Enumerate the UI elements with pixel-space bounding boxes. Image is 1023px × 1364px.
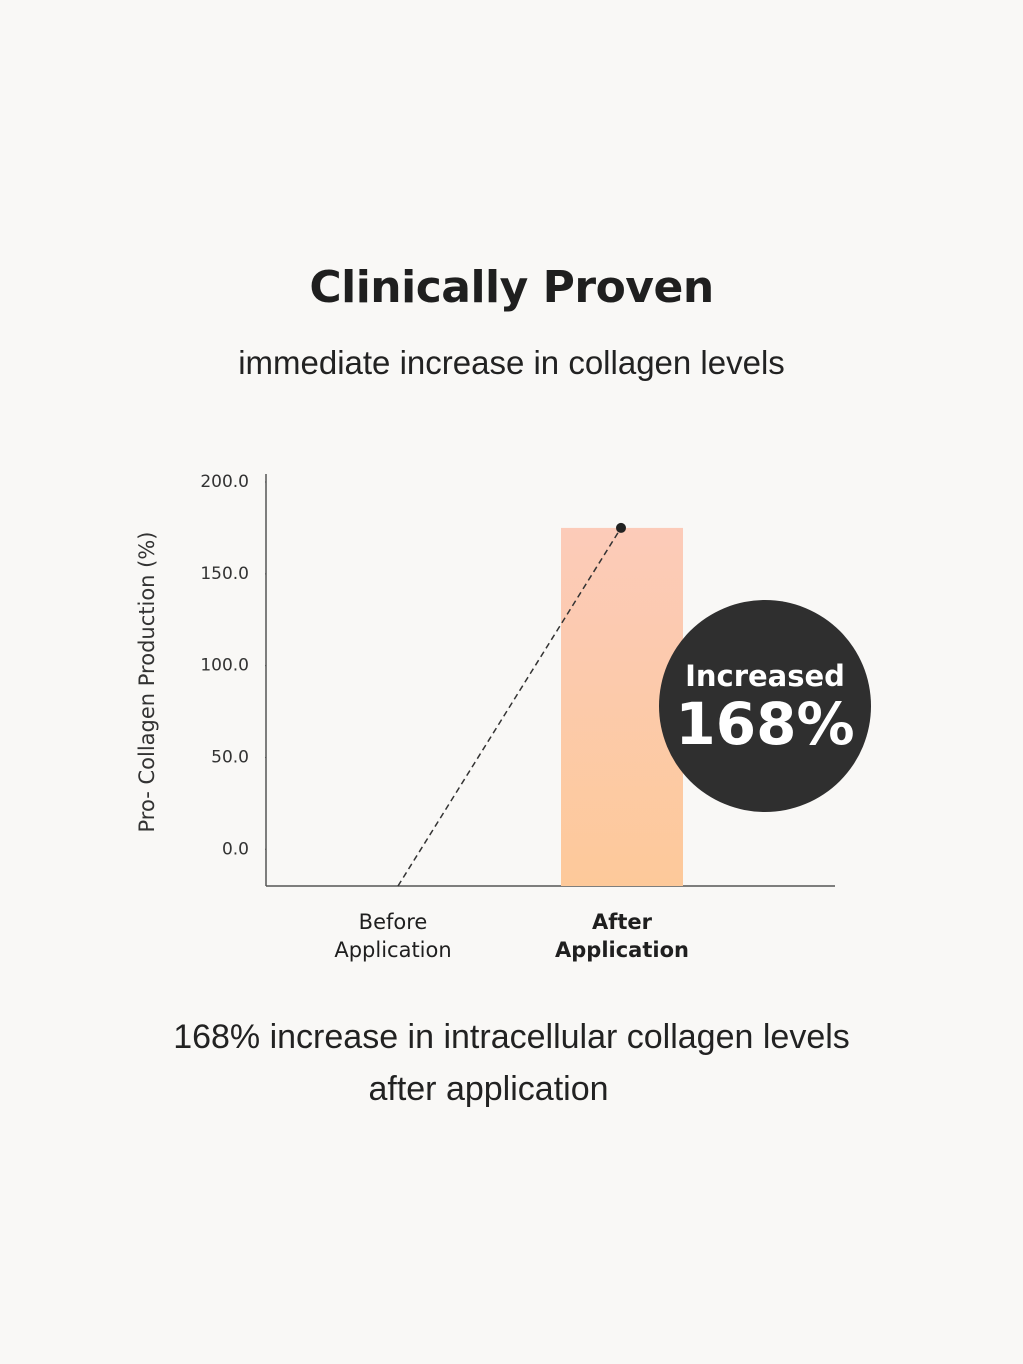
y-tick-label: 200.0	[200, 472, 249, 492]
x-tick-label: After Application	[555, 910, 689, 962]
badge	[659, 600, 871, 812]
y-tick-label: 100.0	[200, 656, 249, 676]
badge-label: Increased	[685, 659, 845, 693]
subtitle: immediate increase in collagen levels	[238, 344, 785, 381]
point	[616, 522, 626, 533]
x-tick-label: Before Application	[334, 910, 452, 962]
y-axis-label: Pro- Collagen Production (%)	[135, 532, 159, 833]
trend-line	[397, 527, 622, 887]
y-tick-label: 50.0	[211, 747, 249, 767]
caption-line: after application	[368, 1070, 609, 1108]
caption-line: 168% increase in intracellular collagen …	[173, 1018, 850, 1056]
badge-value: 168%	[675, 690, 854, 758]
y-tick-label: 150.0	[200, 564, 249, 584]
title: Clinically Proven	[309, 262, 714, 313]
y-tick-label: 0.0	[222, 839, 249, 859]
